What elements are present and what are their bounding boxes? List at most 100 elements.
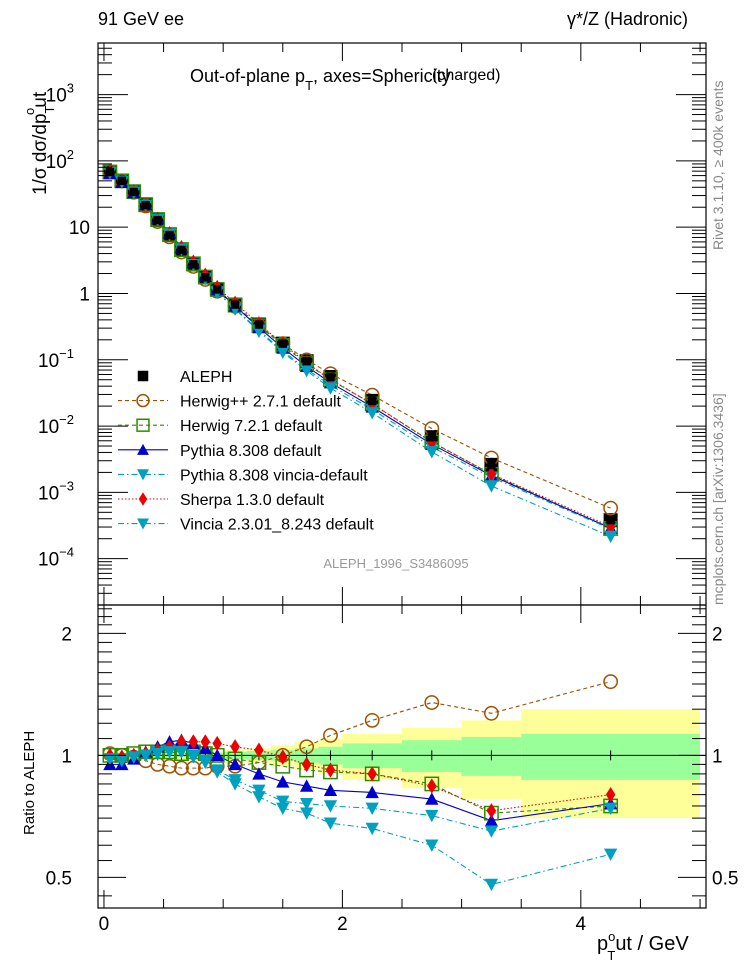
ratio-y-axis-label: Ratio to ALEPH bbox=[21, 731, 38, 835]
ratio-point-herwig-2-7-1-default bbox=[174, 760, 189, 776]
rivet-version-label: Rivet 3.1.10, ≥ 400k events bbox=[710, 80, 726, 250]
ratio-point-pythia-8-308-default bbox=[484, 813, 499, 827]
ratio-point-vincia-2-3-01-8-243-default bbox=[198, 756, 212, 770]
legend-marker-sherpa-1-3-0-default bbox=[138, 492, 148, 506]
ratio-point-pythia-8-308-vincia-default bbox=[323, 800, 338, 813]
ratio-point-vincia-2-3-01-8-243-default bbox=[174, 746, 189, 759]
ratio-point-herwig-2-7-1-default bbox=[364, 712, 380, 728]
ratio-point-herwig-2-7-1-default bbox=[162, 758, 177, 774]
point-vincia-2-3-01-8-243-default bbox=[425, 446, 439, 459]
y-tick-label: 1 bbox=[79, 284, 90, 305]
legend-label-pythia-8-308-default: Pythia 8.308 default bbox=[180, 443, 322, 460]
data-point-aleph-top bbox=[201, 273, 210, 282]
legend-marker-herwig-2-7-1-default bbox=[136, 393, 150, 408]
xlabel-sub: T bbox=[607, 948, 615, 963]
data-point-aleph-top bbox=[117, 176, 127, 186]
ratio-point-vincia-2-3-01-8-243-default bbox=[299, 807, 314, 820]
ratio-point-vincia-2-3-01-8-243-default bbox=[210, 766, 224, 779]
point-sherpa-1-3-0-default bbox=[427, 434, 437, 450]
ylabel-sup: o bbox=[22, 108, 37, 115]
title-tag: (charged) bbox=[432, 67, 500, 84]
data-point-aleph-top bbox=[165, 230, 174, 240]
data-point-aleph-top bbox=[278, 339, 287, 348]
point-vincia-2-3-01-8-243-default bbox=[323, 382, 338, 395]
ratio-point-pythia-8-308-default bbox=[425, 792, 439, 805]
point-vincia-2-3-01-8-243-default bbox=[276, 346, 290, 359]
ratio-point-vincia-2-3-01-8-243-default bbox=[139, 749, 153, 762]
y-tick-label: 10−1 bbox=[38, 346, 74, 372]
ratio-point-sherpa-1-3-0-default bbox=[427, 778, 437, 794]
y-tick-label: 10−3 bbox=[38, 478, 74, 504]
ratio-point-pythia-8-308-vincia-default bbox=[603, 802, 618, 815]
point-vincia-2-3-01-8-243-default bbox=[484, 480, 499, 493]
data-point-aleph-top bbox=[302, 357, 311, 366]
ratio-y-tick-label-right: 0.5 bbox=[712, 868, 738, 889]
legend-marker-herwig-7-2-1-default bbox=[136, 418, 150, 432]
title-sub: T bbox=[305, 78, 313, 93]
data-point-aleph-top bbox=[367, 396, 377, 406]
ratio-point-sherpa-1-3-0-default bbox=[176, 734, 187, 750]
ratio-point-vincia-2-3-01-8-243-default bbox=[186, 751, 201, 764]
y-tick-label: 10−2 bbox=[38, 412, 74, 438]
data-point-aleph-top bbox=[153, 215, 162, 225]
legend-marker-aleph bbox=[137, 370, 149, 382]
legend-marker-vincia-2-3-01-8-243-default bbox=[137, 518, 149, 530]
ratio-y-tick-label: 0.5 bbox=[46, 868, 72, 889]
legend-label-herwig-2-7-1-default: Herwig++ 2.7.1 default bbox=[180, 394, 342, 411]
ratio-point-pythia-8-308-default bbox=[299, 779, 314, 792]
y-tick-label: 10−4 bbox=[38, 545, 74, 571]
ratio-point-pythia-8-308-vincia-default bbox=[484, 825, 499, 838]
ratio-point-vincia-2-3-01-8-243-default bbox=[425, 839, 439, 852]
data-point-aleph-top bbox=[105, 167, 115, 177]
data-point-aleph-top bbox=[254, 320, 264, 329]
ratio-point-vincia-2-3-01-8-243-default bbox=[365, 822, 379, 836]
ylabel-rest: ut bbox=[30, 91, 51, 108]
point-vincia-2-3-01-8-243-default bbox=[603, 530, 618, 544]
ratio-point-vincia-2-3-01-8-243-default bbox=[276, 802, 290, 815]
series-markers bbox=[102, 164, 619, 892]
ratio-y-tick-label: 1 bbox=[61, 746, 72, 767]
legend: ALEPH Herwig++ 2.7.1 default Herwig 7.2.1 … bbox=[118, 369, 374, 534]
y-tick-label: 10 bbox=[69, 218, 90, 239]
data-point-aleph-top bbox=[177, 245, 186, 255]
point-vincia-2-3-01-8-243-default bbox=[365, 407, 379, 420]
data-point-aleph-top bbox=[213, 285, 222, 294]
data-point-aleph-top bbox=[326, 372, 335, 382]
y-axis-label: 1/σ dσ/dpTout bbox=[22, 91, 57, 195]
ratio-y-tick-label: 2 bbox=[61, 624, 72, 645]
mcplots-label: mcplots.cern.ch [arXiv:1306.3436] bbox=[710, 393, 726, 605]
point-sherpa-1-3-0-default bbox=[486, 466, 497, 482]
ratio-point-pythia-8-308-vincia-default bbox=[425, 809, 439, 823]
data-point-aleph-top bbox=[427, 432, 437, 442]
legend-label-vincia-2-3-01-8-243-default: Vincia 2.3.01_8.243 default bbox=[180, 517, 374, 534]
ratio-point-pythia-8-308-default bbox=[210, 748, 224, 762]
xlabel-sup: o bbox=[608, 929, 615, 944]
data-point-aleph-top bbox=[129, 187, 138, 197]
ratio-point-pythia-8-308-default bbox=[228, 757, 242, 771]
analysis-id: ALEPH_1996_S3486095 bbox=[323, 556, 468, 571]
x-tick-label: 2 bbox=[337, 914, 348, 935]
ratio-point-vincia-2-3-01-8-243-default bbox=[115, 755, 129, 768]
ratio-point-sherpa-1-3-0-default bbox=[367, 766, 377, 782]
point-herwig-2-7-1-default bbox=[603, 500, 619, 516]
data-point-aleph-top bbox=[141, 200, 150, 210]
ratio-point-sherpa-1-3-0-default bbox=[325, 762, 336, 778]
ratio-point-sherpa-1-3-0-default bbox=[605, 787, 616, 803]
ratio-point-vincia-2-3-01-8-243-default bbox=[484, 878, 499, 892]
xlabel-rest: ut / GeV bbox=[615, 933, 689, 955]
legend-label-sherpa-1-3-0-default: Sherpa 1.3.0 default bbox=[180, 492, 325, 509]
ratio-point-sherpa-1-3-0-default bbox=[200, 734, 211, 750]
ratio-point-pythia-8-308-default bbox=[323, 783, 338, 796]
header-left: 91 GeV ee bbox=[98, 9, 184, 29]
legend-label-aleph: ALEPH bbox=[180, 369, 232, 386]
data-point-aleph-top bbox=[606, 516, 615, 525]
legend-marker-pythia-8-308-default bbox=[137, 443, 149, 455]
legend-marker-pythia-8-308-vincia-default bbox=[137, 469, 149, 481]
ratio-point-pythia-8-308-default bbox=[365, 785, 379, 799]
ratio-point-herwig-2-7-1-default bbox=[603, 674, 619, 690]
ratio-point-pythia-8-308-default bbox=[276, 775, 290, 788]
ratio-point-sherpa-1-3-0-default bbox=[188, 734, 199, 750]
x-tick-label: 4 bbox=[576, 914, 587, 935]
y-tick-label: 103 bbox=[46, 81, 74, 107]
